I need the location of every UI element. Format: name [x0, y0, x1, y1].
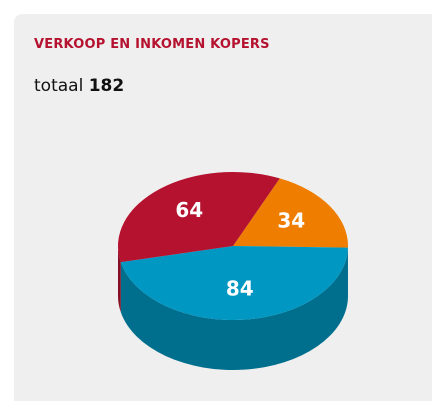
total-label: totaal [34, 76, 84, 96]
pie-slice [233, 178, 348, 248]
pie-slice [120, 246, 348, 320]
pie-slice [117, 171, 280, 263]
total-value: 182 [88, 76, 125, 96]
total-line: totaal 182 [34, 76, 124, 96]
pie-side [118, 246, 121, 313]
chart-title: VERKOOP EN INKOMEN KOPERS [34, 37, 270, 52]
pie-side [120, 247, 348, 370]
data-label: 34 [277, 209, 305, 233]
data-label: 84 [226, 277, 254, 301]
data-label: 64 [175, 198, 203, 222]
